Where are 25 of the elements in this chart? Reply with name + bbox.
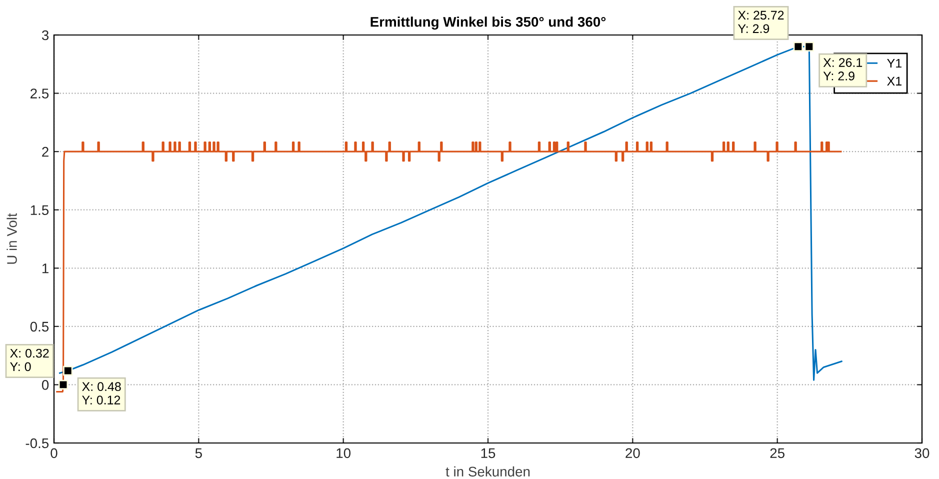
annotation: X: 0.32 Y: 0: [10, 348, 49, 372]
legend-label: X1: [887, 76, 902, 86]
annotation: X: 0.48 Y: 0.12: [82, 382, 121, 404]
line-series: [56, 141, 842, 392]
y-axis-title: U in Volt: [6, 213, 17, 264]
chart-title: Ermittlung Winkel bis 350° und 360°: [370, 16, 606, 30]
x-tick-label: 20: [626, 448, 640, 458]
y-tick-label: -0.5: [26, 438, 49, 448]
y-tick-label: 1.5: [30, 205, 49, 216]
x-tick-label: 15: [481, 448, 496, 458]
y-tick-label: 2: [42, 146, 48, 157]
annotation: X: 26.1 Y: 2.9: [823, 58, 862, 80]
y-tick-label: 0: [42, 380, 49, 390]
x-tick-label: 0: [50, 448, 58, 458]
x-tick-label: 5: [195, 448, 202, 458]
legend-label: Y1: [887, 58, 902, 68]
y-tick-label: 1: [42, 264, 48, 274]
y-tick-label: 3: [42, 30, 49, 40]
x-tick-label: 30: [914, 448, 930, 458]
x-tick-label: 10: [336, 448, 351, 458]
annotation: X: 25.72 Y: 2.9: [738, 10, 784, 34]
y-tick-label: 2.5: [30, 88, 49, 98]
x-tick-label: 25: [770, 448, 784, 458]
y-tick-label: 0.5: [30, 322, 49, 332]
x-axis-title: t in Sekunden: [446, 466, 530, 477]
